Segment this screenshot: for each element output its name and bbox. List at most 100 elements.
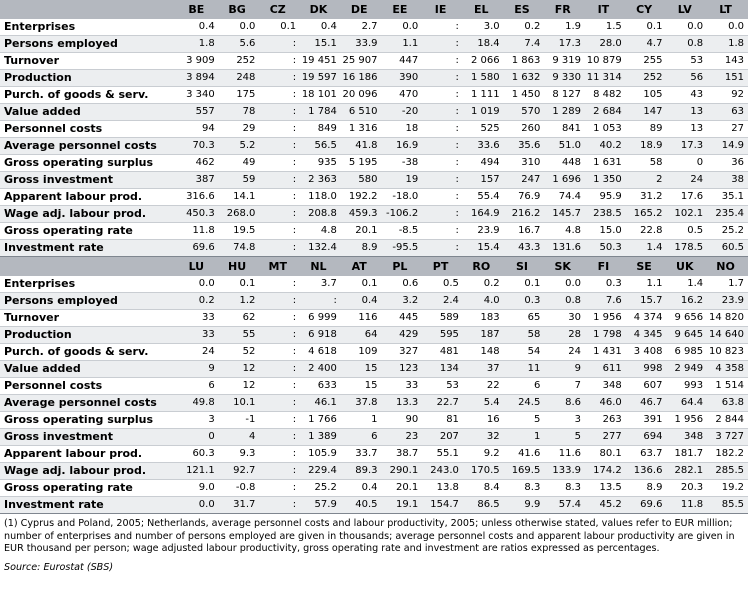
value-cell: 62 (218, 309, 260, 327)
value-cell: 123 (381, 360, 423, 378)
value-cell: 470 (381, 86, 423, 104)
value-cell: 445 (381, 309, 423, 327)
value-cell: 13 (666, 120, 708, 138)
value-cell: : (259, 205, 301, 223)
header-row: LU HU MT NL AT PL PT RO SI SK FI SE UK NO (0, 256, 748, 276)
value-cell: 993 (666, 377, 708, 395)
value-cell: 1 (340, 411, 382, 429)
value-cell: 165.2 (625, 205, 667, 223)
value-cell: 6 918 (300, 326, 341, 344)
value-cell: -0.8 (218, 479, 260, 497)
value-cell: 0.8 (666, 35, 708, 53)
value-cell: 10.1 (218, 394, 260, 412)
value-cell: 0.6 (381, 276, 423, 293)
value-cell: 14 820 (707, 309, 748, 327)
table-row: Turnover 3 909 252:19 451 25 907 447:2 066 1 … (0, 52, 748, 70)
value-cell: 285.5 (707, 462, 748, 480)
value-cell: 6 (340, 428, 382, 446)
header-corner-cell (0, 256, 178, 276)
value-cell: 6 (503, 377, 545, 395)
value-cell: 694 (625, 428, 667, 446)
value-cell: 3 408 (625, 343, 667, 361)
value-cell: 164.9 (462, 205, 504, 223)
value-cell: : (259, 52, 301, 70)
country-header: HU (218, 256, 260, 276)
table-row: Production 33 55:6 918 64 429 595 187 58 28 1 798… (0, 326, 748, 344)
value-cell: 3 (544, 411, 586, 429)
value-cell: : (259, 496, 301, 514)
value-cell: 24.5 (503, 394, 545, 412)
value-cell: -20 (381, 103, 423, 121)
value-cell: 2 400 (300, 360, 341, 378)
value-cell: 0.8 (544, 292, 586, 310)
value-cell: 841 (544, 120, 586, 138)
value-cell: 74.8 (218, 239, 260, 257)
row-label: Personnel costs (0, 120, 178, 138)
value-cell: -106.2 (381, 205, 423, 223)
value-cell: 12 (218, 360, 260, 378)
value-cell: 64.4 (666, 394, 708, 412)
value-cell: 16.2 (666, 292, 708, 310)
value-cell: 8 482 (585, 86, 626, 104)
value-cell: : (422, 188, 463, 206)
value-cell: 31.2 (625, 188, 667, 206)
value-cell: 447 (381, 52, 423, 70)
value-cell: 63 (707, 103, 748, 121)
value-cell: 387 (178, 171, 219, 189)
value-cell: 2 684 (585, 103, 626, 121)
value-cell: 1.4 (625, 239, 667, 257)
value-cell: 49 (218, 154, 260, 172)
value-cell: 40.5 (340, 496, 382, 514)
value-cell: 2.4 (422, 292, 463, 310)
value-cell: 4.0 (462, 292, 504, 310)
value-cell: : (259, 239, 301, 257)
value-cell: 59 (218, 171, 260, 189)
value-cell: 76.9 (503, 188, 545, 206)
value-cell: 0.1 (340, 276, 382, 293)
value-cell: 32 (462, 428, 504, 446)
value-cell: 181.7 (666, 445, 708, 463)
value-cell: 63.7 (625, 445, 667, 463)
row-label: Gross operating rate (0, 222, 178, 240)
value-cell: 0.3 (585, 276, 626, 293)
value-cell: 3 (178, 411, 219, 429)
value-cell: 263 (585, 411, 626, 429)
value-cell: 207 (422, 428, 463, 446)
value-cell: 20.3 (666, 479, 708, 497)
value-cell: 1 631 (585, 154, 626, 172)
value-cell: 8.6 (544, 394, 586, 412)
value-cell: 65 (503, 309, 545, 327)
value-cell: 16.9 (381, 137, 423, 155)
value-cell: 4 345 (625, 326, 667, 344)
table-row: Gross operating surplus 462 49:935 5 195 -38… (0, 154, 748, 172)
value-cell: 9.3 (218, 445, 260, 463)
row-label: Personnel costs (0, 377, 178, 395)
value-cell: 849 (300, 120, 341, 138)
value-cell: 268.0 (218, 205, 260, 223)
value-cell: 55.1 (422, 445, 463, 463)
value-cell: 74.4 (544, 188, 586, 206)
value-cell: 282.1 (666, 462, 708, 480)
value-cell: 525 (462, 120, 504, 138)
value-cell: 4.7 (625, 35, 667, 53)
value-cell: -95.5 (381, 239, 423, 257)
value-cell: 19 597 (300, 69, 341, 87)
value-cell: 11 314 (585, 69, 626, 87)
value-cell: 85.5 (707, 496, 748, 514)
value-cell: 6 999 (300, 309, 341, 327)
value-cell: : (259, 411, 301, 429)
value-cell: 16.7 (503, 222, 545, 240)
value-cell: 8 127 (544, 86, 586, 104)
table-section-2: LU HU MT NL AT PL PT RO SI SK FI SE UK NO Enterprises 0… (0, 256, 748, 514)
value-cell: 5 (503, 411, 545, 429)
value-cell: 17.3 (666, 137, 708, 155)
value-cell: 29 (218, 120, 260, 138)
value-cell: : (422, 35, 463, 53)
country-header: IT (585, 0, 626, 19)
value-cell: 235.4 (707, 205, 748, 223)
country-header: LU (178, 256, 219, 276)
value-cell: 18.9 (625, 137, 667, 155)
value-cell: 0.4 (340, 479, 382, 497)
table-row: Enterprises 0.4 0.0 0.1 0.4 2.7 0.0:3.0 0.2 1.9 1… (0, 19, 748, 36)
value-cell: 50.3 (585, 239, 626, 257)
